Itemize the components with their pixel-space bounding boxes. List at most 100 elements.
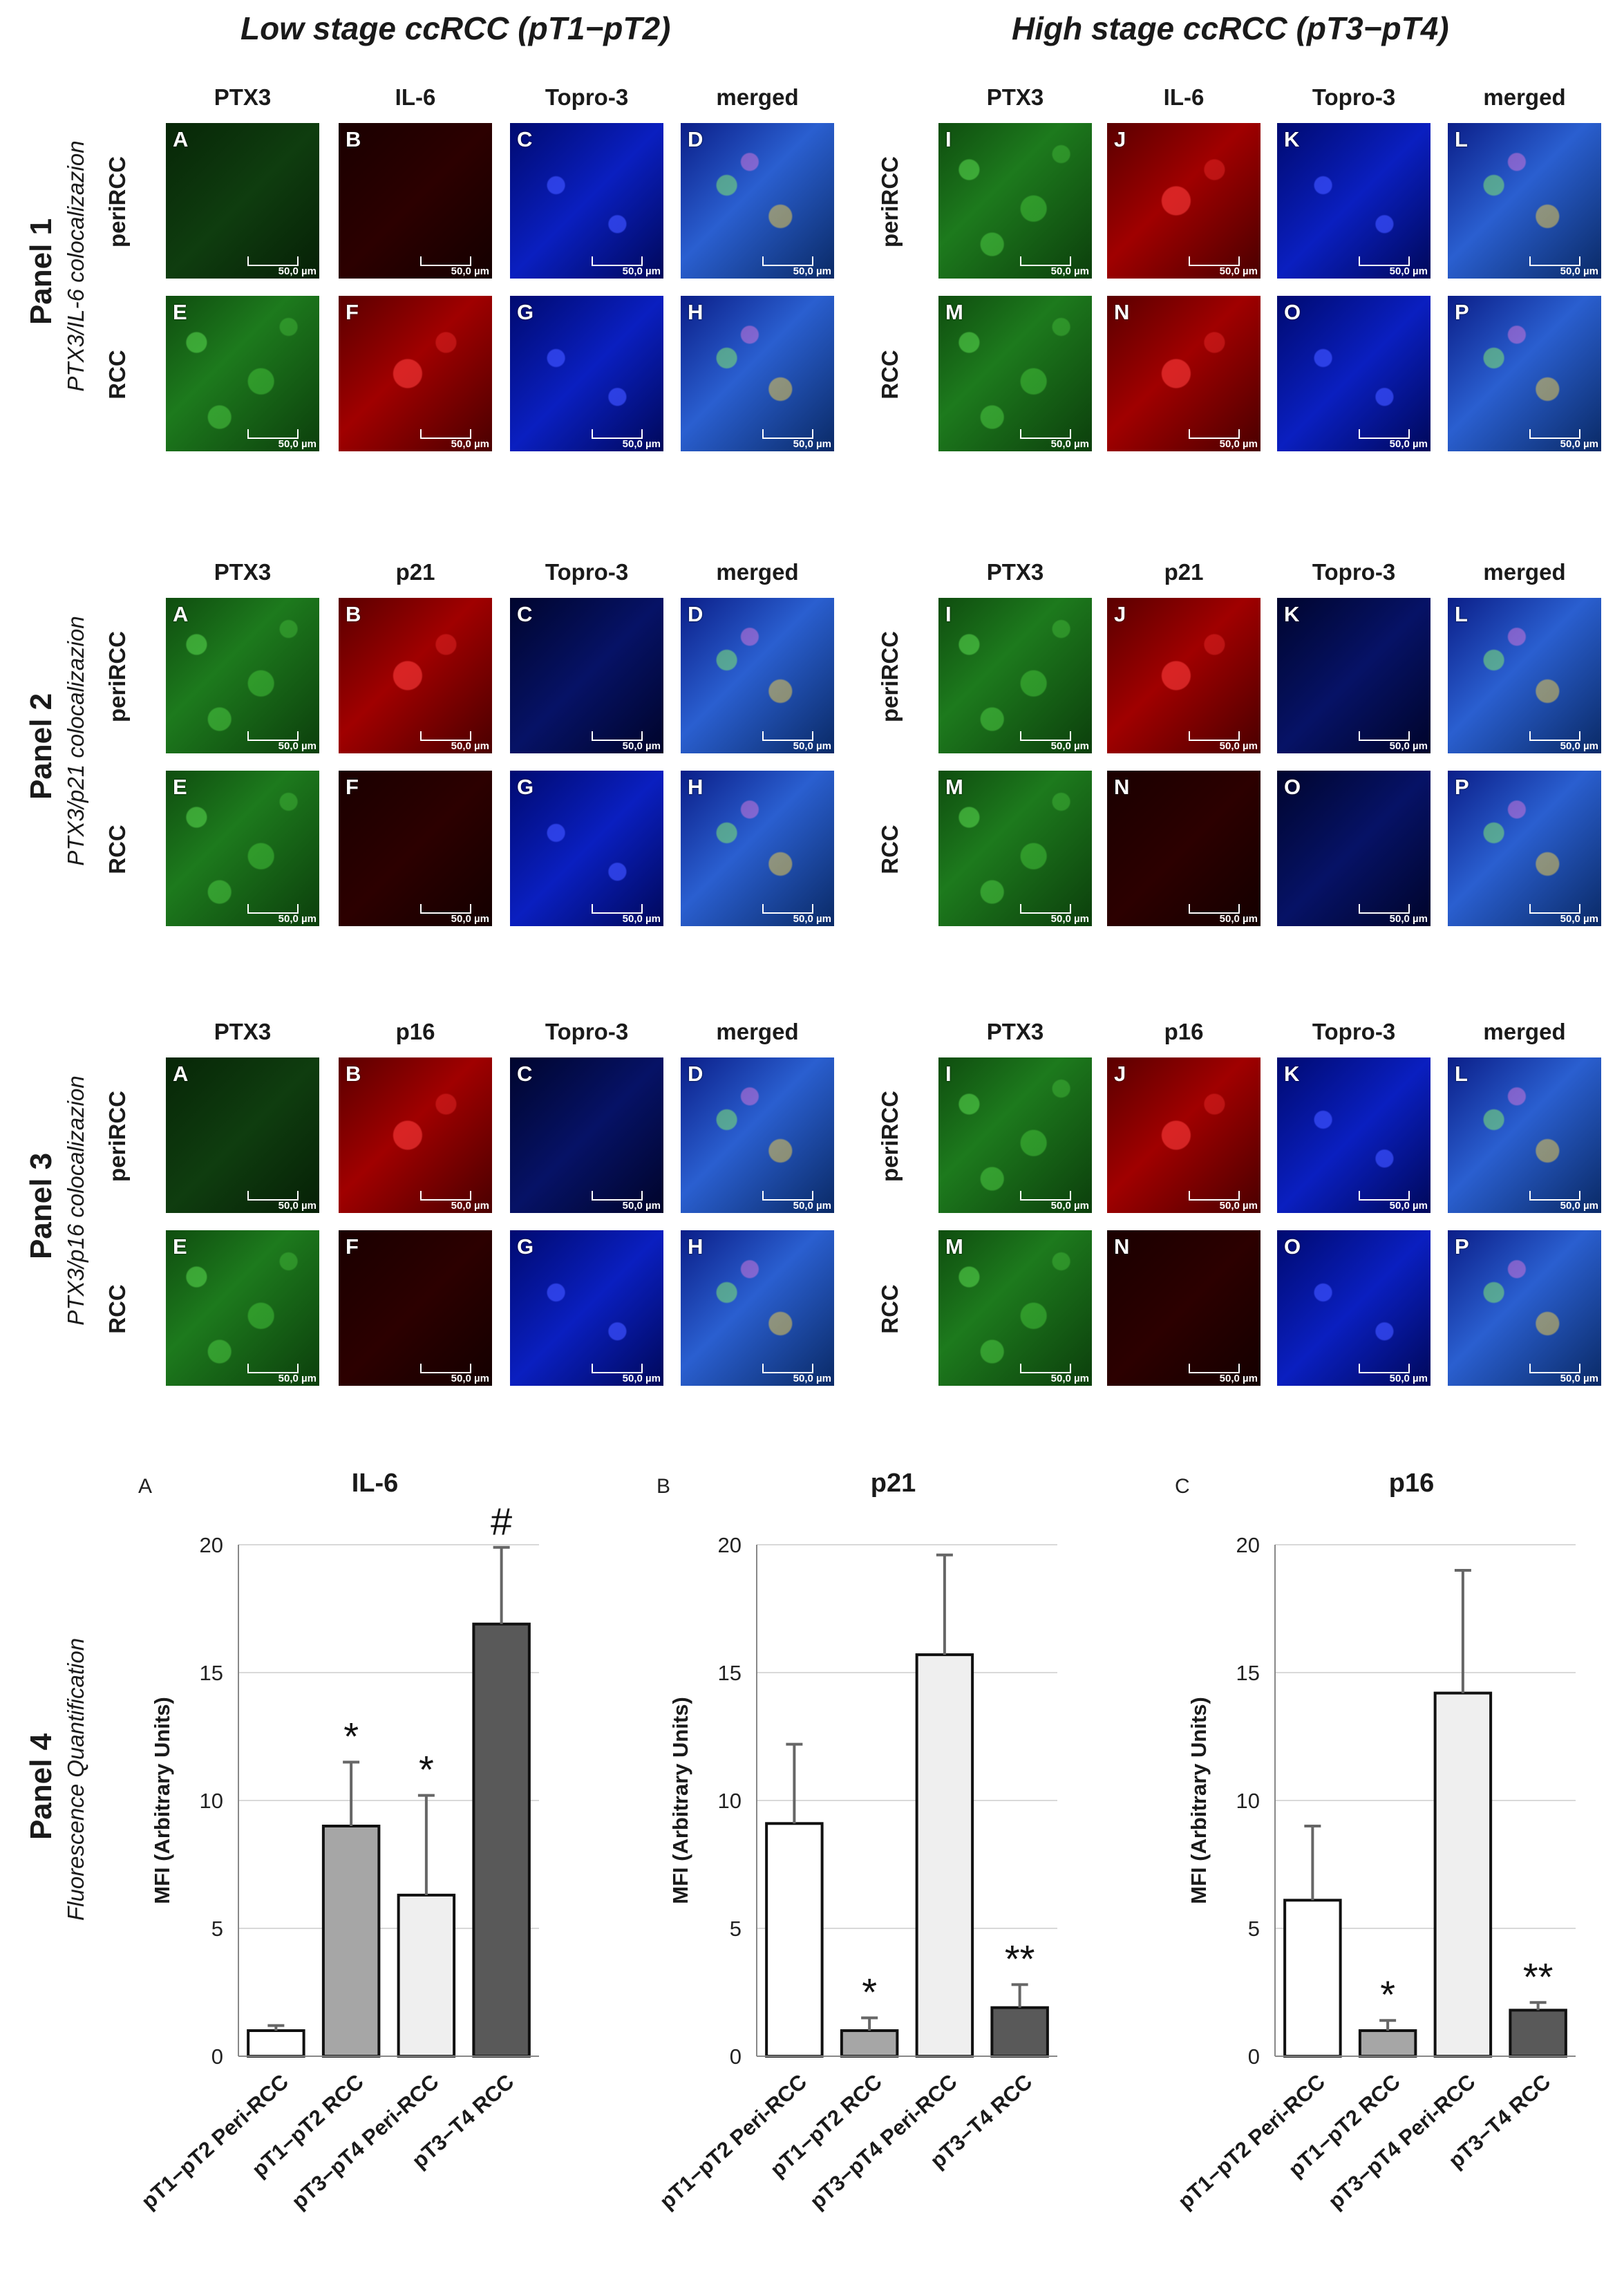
- bar: [915, 1653, 974, 2058]
- column-label: IL-6: [395, 84, 436, 110]
- tile-letter: I: [945, 602, 952, 626]
- panel-name: Panel 3: [24, 1152, 58, 1260]
- row-label: RCC: [104, 349, 130, 399]
- y-tick-label: 0: [1248, 2044, 1260, 2069]
- tile-letter: B: [346, 1062, 361, 1086]
- micrograph-tile: J 50,0 µm: [1107, 123, 1261, 279]
- tile-letter: F: [346, 1234, 359, 1259]
- scale-bar-label: 50,0 µm: [1219, 1200, 1258, 1212]
- scale-bar-label: 50,0 µm: [451, 740, 489, 752]
- y-tick-label: 10: [1236, 1789, 1260, 1813]
- scale-bar: [420, 731, 471, 741]
- scale-bar-label: 50,0 µm: [1050, 740, 1089, 752]
- scale-bar-label: 50,0 µm: [793, 438, 831, 450]
- column-label: p16: [395, 1019, 435, 1044]
- tile-letter: E: [173, 300, 187, 324]
- column-label: PTX3: [214, 84, 272, 110]
- scale-bar-label: 50,0 µm: [1050, 1373, 1089, 1384]
- tile-letter: N: [1114, 775, 1130, 799]
- column-label: PTX3: [214, 1019, 272, 1044]
- row-label: RCC: [104, 824, 130, 874]
- row-label: RCC: [104, 1283, 130, 1334]
- tile-letter: D: [688, 602, 704, 626]
- panel-name: Panel 2: [24, 693, 58, 800]
- scale-bar-label: 50,0 µm: [1050, 438, 1089, 450]
- tile-letter: J: [1114, 127, 1126, 151]
- scale-bar: [1020, 429, 1071, 439]
- row-label: RCC: [877, 824, 903, 874]
- micrograph-tile: M 50,0 µm: [938, 1230, 1092, 1386]
- tile-letter: A: [173, 1062, 189, 1086]
- panel-subtitle: PTX3/p21 colocalizazion: [63, 616, 88, 866]
- tile-letter: B: [346, 602, 361, 626]
- y-tick-label: 0: [211, 2044, 223, 2069]
- column-label: PTX3: [986, 559, 1044, 585]
- micrograph-tile: E 50,0 µm: [166, 1230, 319, 1386]
- scale-bar-label: 50,0 µm: [278, 265, 317, 277]
- y-tick-label: 15: [718, 1661, 742, 1685]
- column-label: Topro-3: [1312, 84, 1396, 110]
- micrograph-tile: C 50,0 µm: [510, 598, 663, 753]
- micrograph-tile: E 50,0 µm: [166, 296, 319, 451]
- scale-bar: [1529, 1364, 1580, 1373]
- tile-letter: H: [688, 300, 704, 324]
- row-label: RCC: [877, 1283, 903, 1334]
- y-tick-label: 10: [200, 1789, 223, 1813]
- scale-bar-label: 50,0 µm: [622, 740, 661, 752]
- scale-bar: [1359, 731, 1410, 741]
- tile-letter: P: [1455, 1234, 1469, 1259]
- bar: [472, 1622, 531, 2058]
- scale-bar: [420, 256, 471, 266]
- tile-letter: O: [1284, 1234, 1301, 1259]
- significance-marker: **: [1005, 1937, 1035, 1980]
- scale-bar: [247, 731, 299, 741]
- scale-bar-label: 50,0 µm: [1389, 1373, 1428, 1384]
- scale-bar: [1359, 904, 1410, 914]
- scale-bar-label: 50,0 µm: [793, 913, 831, 925]
- tile-letter: H: [688, 775, 704, 799]
- micrograph-tile: J 50,0 µm: [1107, 1057, 1261, 1213]
- micrograph-tile: H 50,0 µm: [681, 296, 834, 451]
- scale-bar-label: 50,0 µm: [1219, 1373, 1258, 1384]
- scale-bar-label: 50,0 µm: [1560, 1200, 1598, 1212]
- tile-letter: E: [173, 1234, 187, 1259]
- scale-bar: [1529, 731, 1580, 741]
- micrograph-tile: A 50,0 µm: [166, 598, 319, 753]
- scale-bar-label: 50,0 µm: [793, 740, 831, 752]
- scale-bar: [1359, 1364, 1410, 1373]
- tile-letter: K: [1284, 602, 1300, 626]
- scale-bar: [1359, 429, 1410, 439]
- scale-bar: [592, 904, 643, 914]
- tile-letter: A: [173, 127, 189, 151]
- column-label: Topro-3: [1312, 559, 1396, 585]
- micrograph-tile: A 50,0 µm: [166, 123, 319, 279]
- bar: [840, 2029, 899, 2058]
- tile-letter: I: [945, 1062, 952, 1086]
- chart-panel-letter: C: [1175, 1475, 1190, 1498]
- scale-bar-label: 50,0 µm: [1219, 438, 1258, 450]
- tile-letter: G: [517, 1234, 534, 1259]
- tile-letter: O: [1284, 300, 1301, 324]
- scale-bar-label: 50,0 µm: [278, 740, 317, 752]
- scale-bar-label: 50,0 µm: [451, 913, 489, 925]
- scale-bar-label: 50,0 µm: [1389, 1200, 1428, 1212]
- panel-subtitle: PTX3/p16 colocalizazion: [63, 1075, 88, 1326]
- y-tick-label: 5: [730, 1917, 742, 1941]
- tile-letter: F: [346, 300, 359, 324]
- bar: [1509, 2009, 1567, 2058]
- scale-bar: [1020, 904, 1071, 914]
- x-tick-label: pT3−pT4 Peri-RCC: [805, 2069, 961, 2214]
- tile-letter: J: [1114, 1062, 1126, 1086]
- bar: [1283, 1899, 1342, 2058]
- significance-marker: *: [419, 1748, 434, 1791]
- y-tick-label: 5: [1248, 1917, 1260, 1941]
- tile-letter: G: [517, 300, 534, 324]
- scale-bar-label: 50,0 µm: [622, 1373, 661, 1384]
- micrograph-tile: K 50,0 µm: [1277, 598, 1431, 753]
- row-label: RCC: [877, 349, 903, 399]
- tile-letter: H: [688, 1234, 704, 1259]
- high-stage-title: High stage ccRCC (pT3−pT4): [1012, 10, 1449, 46]
- scale-bar-label: 50,0 µm: [1050, 1200, 1089, 1212]
- panel4-name: Panel 4: [24, 1733, 58, 1841]
